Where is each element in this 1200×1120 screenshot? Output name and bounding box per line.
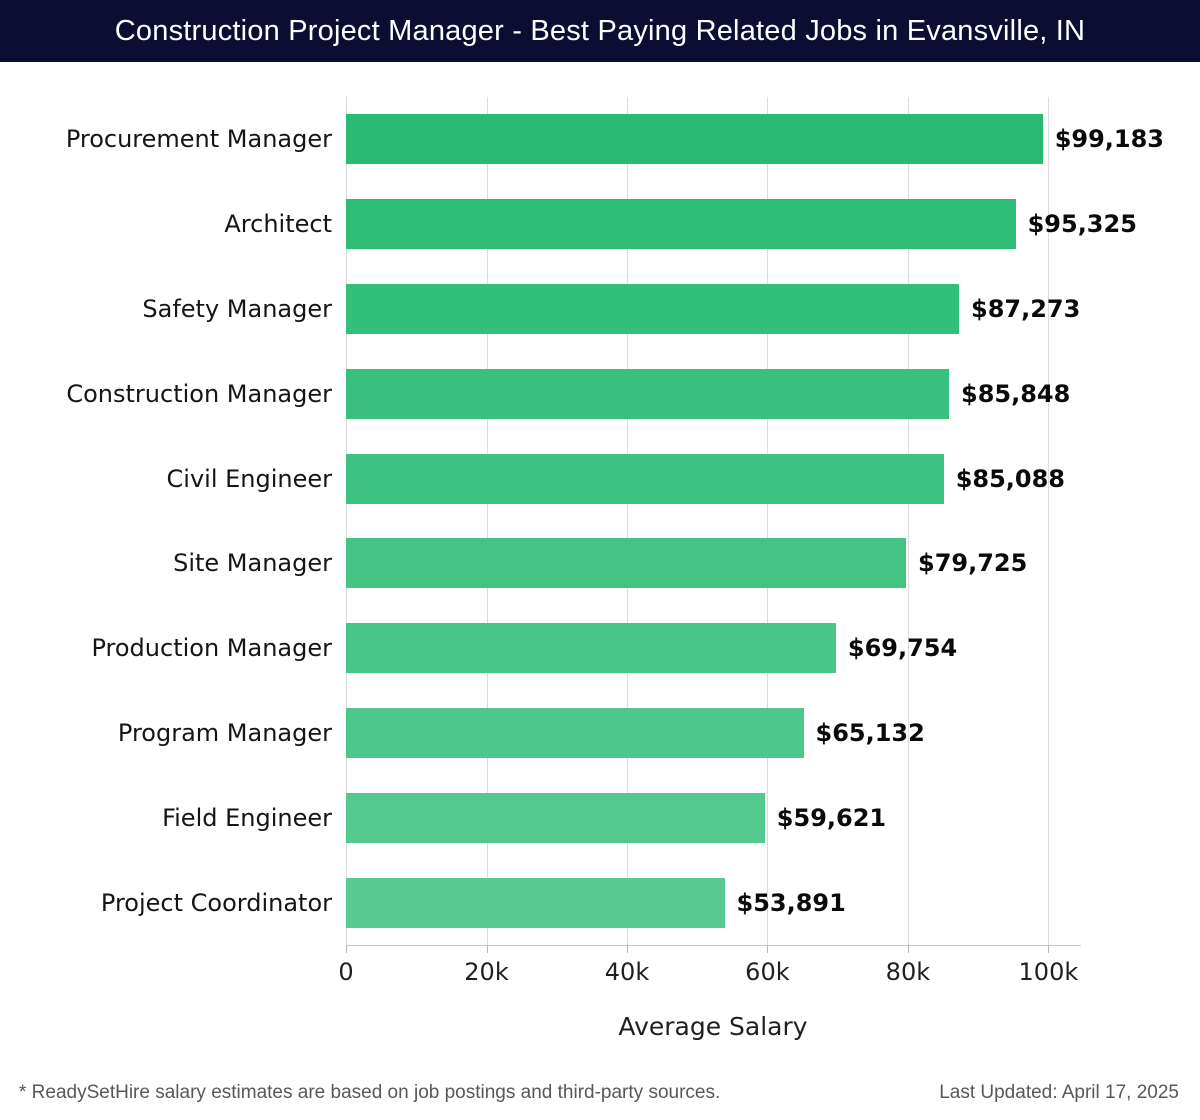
bar-procurement-manager	[346, 114, 1043, 165]
x-tick-label-100k: 100k	[1018, 958, 1079, 986]
gridline-0	[346, 97, 347, 945]
plot-area: $99,183 $95,325 $87,273 $85,848 $85,088 $79,7…	[346, 97, 1164, 945]
bar-program-manager	[346, 708, 804, 758]
gridline-20k	[486, 97, 488, 945]
category-label-production-manager: Production Manager	[91, 634, 332, 663]
x-tick-20k	[486, 945, 488, 953]
chart-title: Construction Project Manager - Best Payi…	[114, 14, 1086, 47]
bar-construction-manager	[346, 368, 949, 419]
value-label-safety-manager: $87,273	[971, 295, 1081, 323]
gridline-60k	[767, 97, 769, 945]
bar-field-engineer	[346, 792, 765, 843]
x-tick-label-60k: 60k	[745, 958, 790, 986]
last-updated: Last Updated: April 17, 2025	[939, 1082, 1179, 1103]
x-axis-line	[346, 945, 1081, 946]
value-label-construction-manager: $85,848	[961, 379, 1071, 408]
category-label-field-engineer: Field Engineer	[162, 803, 332, 832]
x-axis-title: Average Salary	[618, 1012, 808, 1041]
bar-production-manager	[346, 623, 836, 674]
gridline-80k	[907, 97, 909, 945]
value-label-civil-engineer: $85,088	[955, 464, 1065, 493]
x-tick-40k	[627, 945, 628, 953]
value-label-architect: $95,325	[1027, 210, 1137, 239]
bar-safety-manager	[346, 284, 959, 334]
value-label-field-engineer: $59,621	[776, 803, 887, 832]
bar-civil-engineer	[346, 453, 944, 504]
x-tick-label-40k: 40k	[604, 958, 650, 986]
category-label-program-manager: Program Manager	[117, 719, 332, 747]
x-tick-0	[346, 945, 347, 953]
bar-site-manager	[346, 538, 906, 589]
gridline-40k	[627, 97, 628, 945]
value-label-procurement-manager: $99,183	[1054, 125, 1164, 154]
category-label-civil-engineer: Civil Engineer	[166, 464, 332, 493]
category-label-procurement-manager: Procurement Manager	[65, 125, 332, 154]
x-tick-60k	[767, 945, 769, 953]
category-label-architect: Architect	[224, 210, 332, 239]
value-label-project-coordinator: $53,891	[736, 888, 846, 917]
value-label-site-manager: $79,725	[918, 549, 1028, 578]
x-axis: 0 20k 40k 60k 80k 100k	[338, 0, 1080, 1120]
value-label-production-manager: $69,754	[847, 634, 958, 663]
x-tick-label-0: 0	[338, 958, 354, 986]
x-tick-80k	[907, 945, 909, 953]
chart-title-bar: Construction Project Manager - Best Payi…	[0, 0, 1200, 62]
bar-project-coordinator	[346, 877, 725, 928]
category-label-safety-manager: Safety Manager	[142, 295, 332, 323]
category-label-construction-manager: Construction Manager	[66, 379, 332, 408]
x-tick-100k	[1048, 945, 1050, 953]
category-label-project-coordinator: Project Coordinator	[100, 888, 332, 917]
x-tick-label-20k: 20k	[464, 958, 509, 986]
value-label-program-manager: $65,132	[815, 719, 925, 747]
category-labels-column: Procurement Manager Architect Safety Manag…	[0, 97, 332, 945]
bar-architect	[346, 199, 1016, 250]
x-tick-label-80k: 80k	[885, 958, 931, 986]
category-label-site-manager: Site Manager	[173, 549, 332, 578]
source-note: * ReadySetHire salary estimates are base…	[19, 1082, 721, 1103]
gridline-100k	[1048, 97, 1050, 945]
